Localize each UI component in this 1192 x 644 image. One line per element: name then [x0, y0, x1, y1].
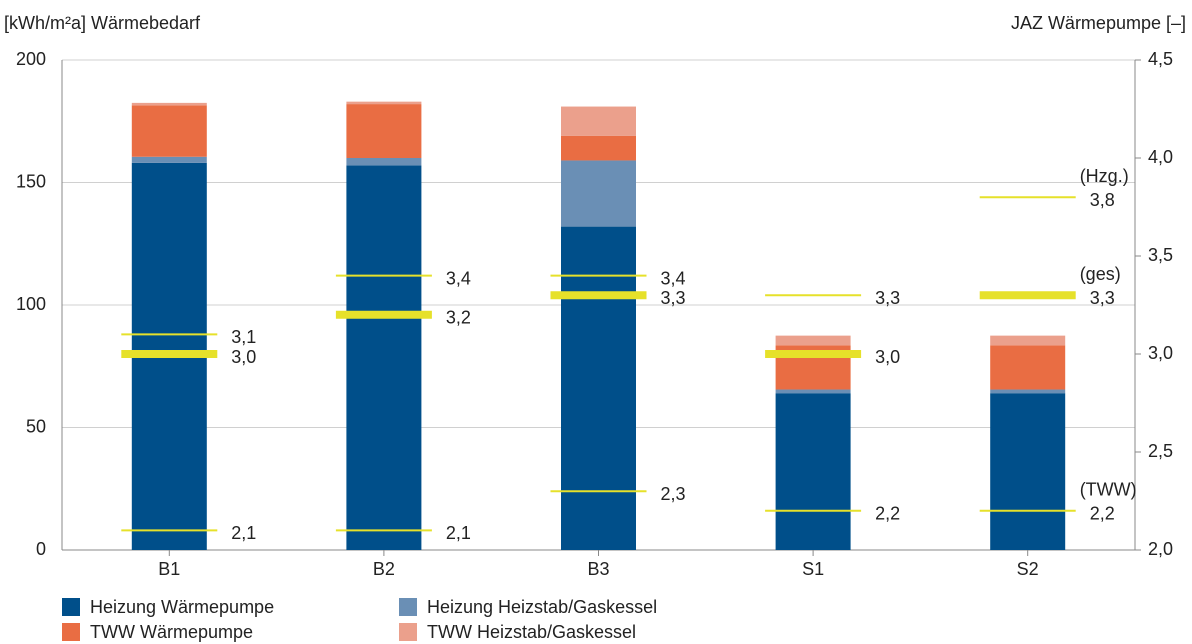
bar-segment	[561, 106, 636, 136]
jaz-value-label: 3,3	[661, 288, 686, 308]
legend-swatch	[399, 623, 417, 641]
jaz-value-label: 2,1	[446, 523, 471, 543]
jaz-value-label: 3,1	[231, 327, 256, 347]
jaz-value-label: 3,8	[1090, 190, 1115, 210]
bar-segment	[775, 335, 851, 346]
x-tick-label: B3	[587, 559, 609, 579]
bar-segment	[561, 135, 636, 161]
jaz-value-label: 2,1	[231, 523, 256, 543]
y2-tick-label: 4,5	[1148, 49, 1173, 69]
legend-swatch	[399, 598, 417, 616]
legend-label: TWW Wärmepumpe	[90, 622, 253, 642]
legend-swatch	[62, 598, 80, 616]
legend-label: Heizung Wärmepumpe	[90, 597, 274, 617]
x-tick-label: B2	[373, 559, 395, 579]
bar-segment	[131, 105, 207, 157]
bar-segment	[990, 345, 1066, 390]
bar-segment	[775, 389, 851, 394]
jaz-value-label: 3,4	[446, 268, 471, 288]
bar-segment	[775, 393, 851, 550]
jaz-value-label: 2,2	[875, 504, 900, 524]
legend-swatch	[62, 623, 80, 641]
y-tick-label: 50	[26, 416, 46, 436]
bar-segment	[346, 158, 422, 166]
jaz-value-label: 2,2	[1090, 504, 1115, 524]
legend-label: TWW Heizstab/Gaskessel	[427, 622, 636, 642]
bar-segment	[346, 104, 422, 158]
bar-segment	[990, 389, 1066, 394]
jaz-value-label: 3,0	[231, 347, 256, 367]
jaz-value-label: 3,0	[875, 347, 900, 367]
jaz-value-label: 3,3	[1090, 288, 1115, 308]
y2-tick-label: 2,0	[1148, 539, 1173, 559]
x-tick-label: B1	[158, 559, 180, 579]
y-tick-label: 150	[16, 171, 46, 191]
bar-segment	[131, 102, 207, 106]
y2-axis-title: JAZ Wärmepumpe [–]	[1011, 13, 1186, 33]
y-tick-label: 0	[36, 539, 46, 559]
jaz-value-label: 3,2	[446, 308, 471, 328]
bar-segment	[131, 156, 207, 163]
jaz-series-label: (ges)	[1080, 264, 1121, 284]
bar-segment	[990, 393, 1066, 550]
jaz-value-label: 3,3	[875, 288, 900, 308]
jaz-series-label: (Hzg.)	[1080, 166, 1129, 186]
bar-segment	[346, 101, 422, 105]
jaz-value-label: 3,4	[661, 268, 686, 288]
bar-segment	[990, 335, 1066, 346]
y2-tick-label: 3,0	[1148, 343, 1173, 363]
y2-tick-label: 2,5	[1148, 441, 1173, 461]
x-tick-label: S2	[1017, 559, 1039, 579]
y-axis-title: [kWh/m²a] Wärmebedarf	[4, 13, 201, 33]
y2-tick-label: 3,5	[1148, 245, 1173, 265]
y-tick-label: 100	[16, 294, 46, 314]
bar-segment	[561, 226, 636, 550]
y2-tick-label: 4,0	[1148, 147, 1173, 167]
legend-label: Heizung Heizstab/Gaskessel	[427, 597, 657, 617]
jaz-value-label: 2,3	[661, 484, 686, 504]
bar-segment	[346, 165, 422, 550]
bar-segment	[561, 160, 636, 227]
jaz-series-label: (TWW)	[1080, 480, 1137, 500]
x-tick-label: S1	[802, 559, 824, 579]
y-tick-label: 200	[16, 49, 46, 69]
